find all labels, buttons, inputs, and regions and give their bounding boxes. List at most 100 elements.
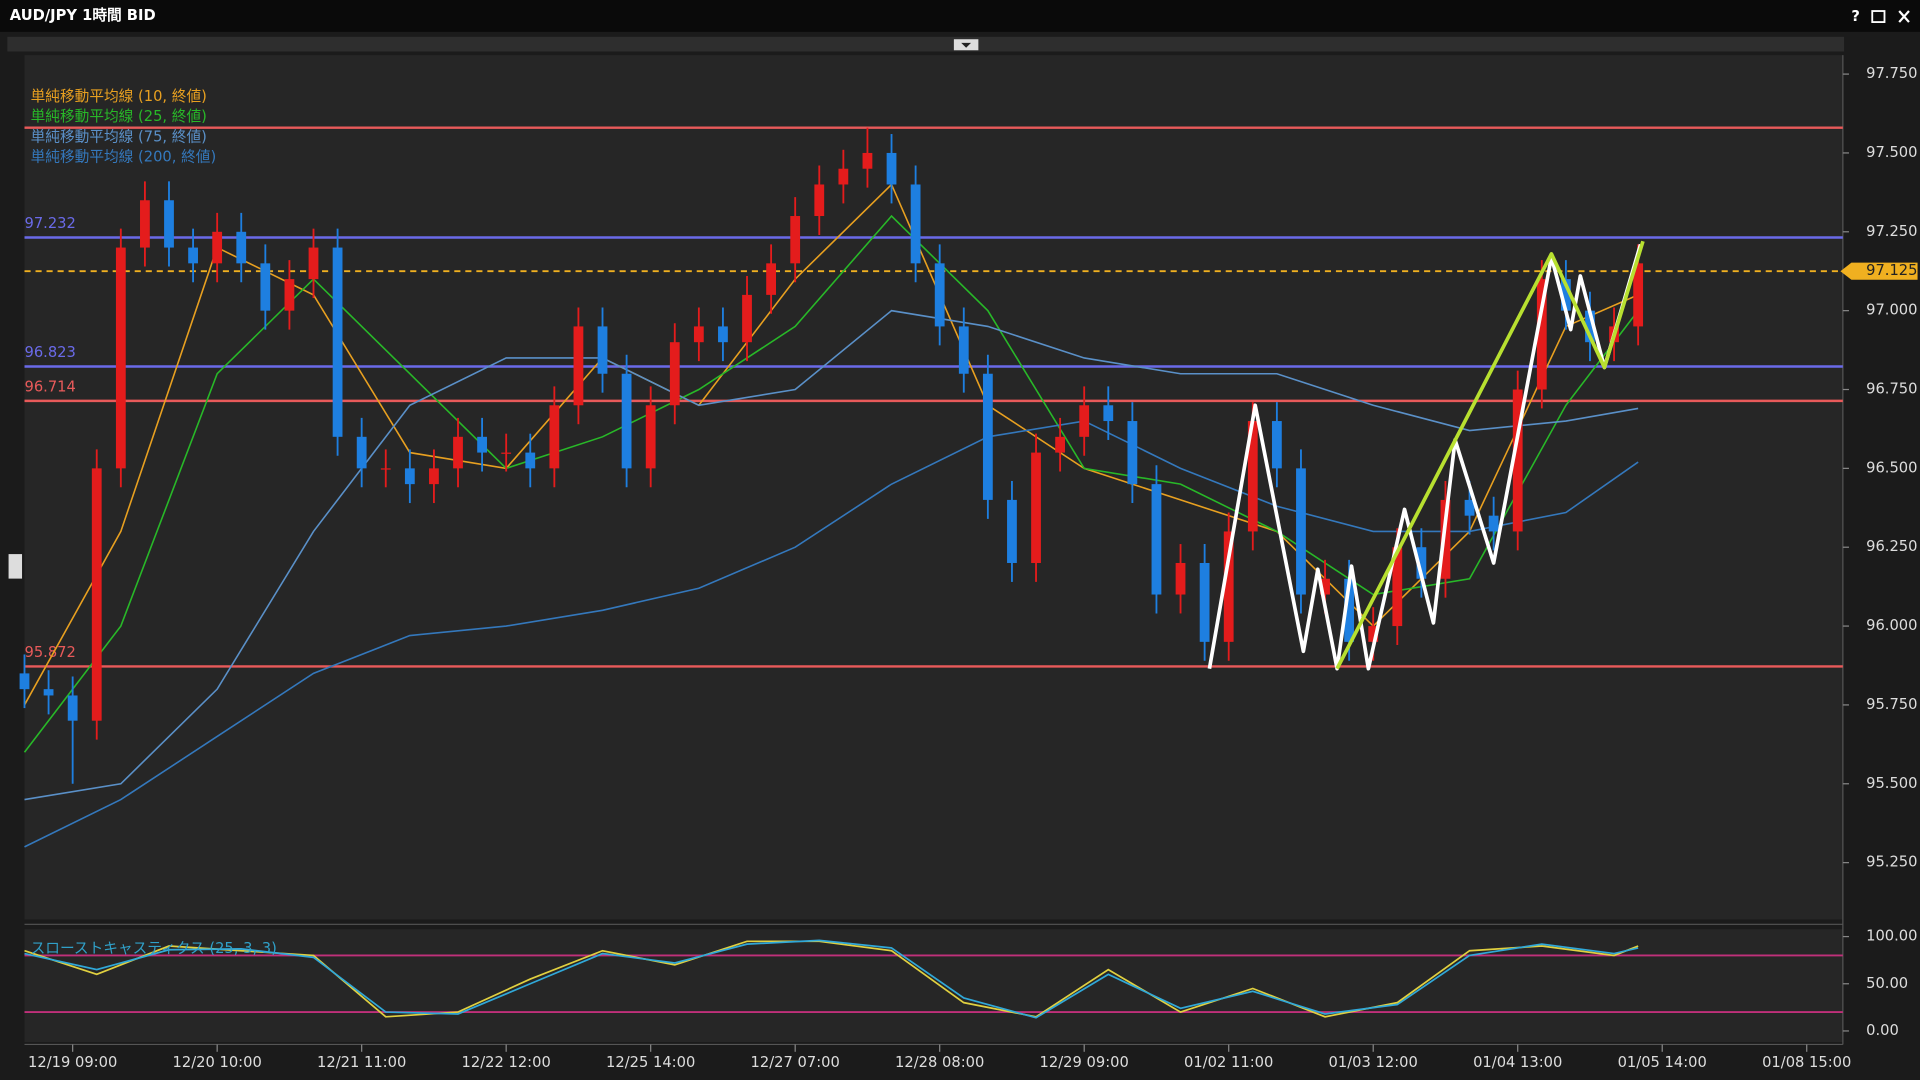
- y-tick-label: 97.250: [1866, 223, 1917, 240]
- candle-body: [332, 247, 343, 437]
- candle-body: [549, 405, 560, 469]
- x-tick-label: 12/21 11:00: [317, 1054, 406, 1071]
- y-tick-label: 95.250: [1866, 854, 1917, 871]
- moving-average: [24, 309, 1639, 801]
- candle-body: [1103, 405, 1114, 422]
- candle-body: [934, 263, 945, 327]
- legend-entry: 単純移動平均線 (25, 終値): [31, 108, 207, 125]
- title-bar: [0, 0, 1920, 32]
- candle-body: [1368, 626, 1379, 642]
- moving-average: [24, 420, 1639, 848]
- x-tick-label: 12/25 14:00: [606, 1054, 695, 1071]
- x-tick-label: 01/04 13:00: [1473, 1054, 1562, 1071]
- candle-body: [1416, 547, 1427, 579]
- candle-body: [669, 342, 680, 406]
- candle-body: [766, 263, 777, 295]
- candle-body: [838, 168, 849, 185]
- candle-body: [356, 436, 367, 469]
- candle-body: [621, 373, 632, 469]
- x-tick-label: 12/29 09:00: [1040, 1054, 1129, 1071]
- candle-body: [910, 184, 921, 264]
- side-toggle[interactable]: [8, 554, 23, 579]
- candle-body: [1512, 389, 1523, 532]
- candle-body: [1488, 515, 1499, 532]
- y-tick-label: 96.000: [1866, 617, 1917, 634]
- candle-body: [1440, 499, 1451, 579]
- candle-body: [1151, 484, 1162, 595]
- candle-body: [91, 468, 102, 721]
- candle-body: [477, 436, 487, 453]
- candle-body: [308, 247, 319, 280]
- stoch-line: [24, 939, 1639, 1019]
- candle-body: [1007, 499, 1017, 563]
- window-title: AUD/JPY 1時間 BID: [10, 6, 156, 24]
- candle-body: [1079, 405, 1090, 437]
- x-tick-label: 01/08 15:00: [1762, 1054, 1851, 1071]
- y-tick-label: 97.000: [1866, 302, 1917, 319]
- candle-body: [1585, 310, 1595, 343]
- candle-body: [886, 152, 897, 185]
- candle-body: [1055, 436, 1066, 453]
- candle-body: [1633, 263, 1644, 327]
- candle-body: [429, 468, 439, 485]
- y-tick-label: 96.750: [1866, 381, 1917, 398]
- x-tick-label: 12/22 12:00: [462, 1054, 551, 1071]
- candle-body: [404, 468, 415, 485]
- maximize-button[interactable]: [1871, 10, 1886, 23]
- stoch-title: スローストキャスティクス (25, 3, 3): [31, 940, 277, 957]
- candle-body: [67, 695, 78, 721]
- x-tick-label: 12/20 10:00: [173, 1054, 262, 1071]
- candle-body: [284, 279, 295, 311]
- candle-body: [1199, 562, 1210, 642]
- candle-body: [1175, 562, 1186, 595]
- level-label: 95.872: [24, 644, 75, 661]
- candle-body: [862, 152, 873, 169]
- candle-body: [1296, 468, 1306, 595]
- candle-body: [1464, 499, 1475, 516]
- y-tick-label: 95.500: [1866, 775, 1917, 792]
- candle-body: [501, 452, 512, 454]
- current-price-label: 97.125: [1866, 262, 1917, 279]
- candle-body: [718, 326, 728, 343]
- candle-body: [236, 231, 247, 264]
- current-price-tag: [1840, 262, 1918, 280]
- candle-body: [814, 184, 825, 217]
- x-tick-label: 12/19 09:00: [28, 1054, 117, 1071]
- y-tick-label: 95.750: [1866, 696, 1917, 713]
- x-tick-label: 12/27 07:00: [751, 1054, 840, 1071]
- close-button[interactable]: [1898, 10, 1910, 23]
- y-tick-label: 100.00: [1866, 928, 1917, 945]
- candle-body: [525, 452, 536, 469]
- y-tick-label: 96.250: [1866, 538, 1917, 555]
- candle-body: [188, 247, 198, 264]
- toolbar-strip: [7, 36, 1845, 52]
- candle-body: [212, 231, 223, 264]
- candle-body: [982, 373, 993, 500]
- moving-average: [23, 183, 1639, 706]
- candle-body: [43, 689, 54, 696]
- x-tick-label: 01/03 12:00: [1329, 1054, 1418, 1071]
- y-tick-label: 96.500: [1866, 459, 1917, 476]
- y-tick-label: 50.00: [1866, 975, 1908, 992]
- y-tick-label: 97.750: [1866, 65, 1917, 82]
- moving-average: [23, 214, 1639, 753]
- candle-body: [573, 326, 584, 406]
- chart-layer: 95.250 95.500 95.750 96.000 96.250 96.500 96.7…: [19, 65, 1918, 1071]
- x-tick-label: 12/28 08:00: [895, 1054, 984, 1071]
- level-label: 96.823: [24, 344, 75, 361]
- legend-entry: 単純移動平均線 (10, 終値): [31, 88, 207, 105]
- candle-body: [1223, 531, 1234, 642]
- candle-body: [597, 326, 608, 374]
- candle-body: [1536, 279, 1547, 390]
- trend-drawing: [1335, 240, 1645, 670]
- level-label: 96.714: [24, 378, 75, 395]
- stoch-panel: [24, 929, 1843, 1042]
- stoch-line: [24, 940, 1639, 1018]
- x-tick-label: 01/02 11:00: [1184, 1054, 1273, 1071]
- help-button[interactable]: ?: [1851, 8, 1860, 25]
- candle-body: [453, 436, 463, 469]
- candle-body: [380, 468, 391, 470]
- level-label: 97.232: [24, 215, 75, 232]
